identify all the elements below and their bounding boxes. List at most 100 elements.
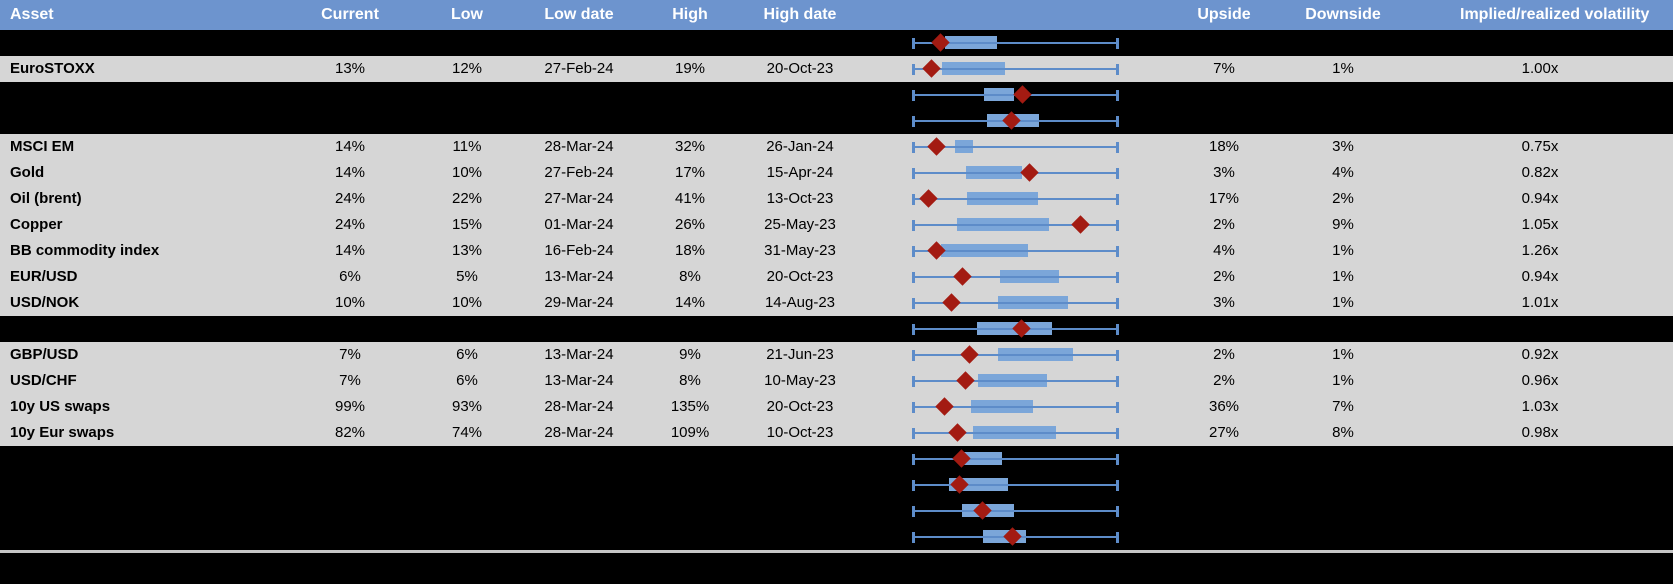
- high-date: 21-Jun-23: [766, 346, 834, 363]
- whisker-line: [913, 68, 1118, 70]
- table-row-bb-commodity-index: BB commodity index 14% 13% 16-Feb-24 18%…: [0, 238, 1673, 264]
- whisker-cap-max: [1116, 220, 1119, 231]
- hidden-row: [0, 316, 1673, 342]
- downside-value: 1%: [1332, 268, 1354, 285]
- asset-label: GBP/USD: [10, 346, 79, 363]
- current-marker: [956, 371, 975, 390]
- table-row-10y-us-swaps: 10y US swaps 99% 93% 28-Mar-24 135% 20-O…: [0, 394, 1673, 420]
- current-value: 82%: [334, 424, 366, 441]
- whisker-cap-min: [912, 532, 915, 543]
- table-row-usd-chf: USD/CHF 7% 6% 13-Mar-24 8% 10-May-23 2% …: [0, 368, 1673, 394]
- downside-value: 9%: [1332, 216, 1354, 233]
- hidden-row: [0, 446, 1673, 472]
- upside-value: 2%: [1213, 216, 1235, 233]
- boxplot: [0, 472, 1673, 498]
- asset-label: EUR/USD: [10, 268, 78, 285]
- upside-value: 3%: [1213, 164, 1235, 181]
- low-date: 13-Mar-24: [544, 346, 614, 363]
- downside-value: 3%: [1332, 138, 1354, 155]
- boxplot: [0, 498, 1673, 524]
- hidden-row: [0, 472, 1673, 498]
- high-value: 17%: [674, 164, 706, 181]
- high-date: 13-Oct-23: [766, 190, 834, 207]
- boxplot: [0, 394, 1673, 420]
- low-value: 11%: [452, 138, 482, 155]
- low-date: 28-Mar-24: [544, 138, 614, 155]
- low-value: 6%: [456, 346, 478, 363]
- implied-realized-value: 0.94x: [1521, 268, 1559, 285]
- boxplot: [0, 446, 1673, 472]
- current-value: 10%: [334, 294, 366, 311]
- implied-realized-value: 0.92x: [1521, 346, 1559, 363]
- boxplot: [0, 134, 1673, 160]
- whisker-line: [913, 250, 1118, 252]
- boxplot: [0, 342, 1673, 368]
- table-row-copper: Copper 24% 15% 01-Mar-24 26% 25-May-23 2…: [0, 212, 1673, 238]
- table-row-oil-brent: Oil (brent) 24% 22% 27-Mar-24 41% 13-Oct…: [0, 186, 1673, 212]
- boxplot: [0, 524, 1673, 550]
- asset-label: BB commodity index: [10, 242, 160, 259]
- low-date: 01-Mar-24: [544, 216, 614, 233]
- asset-label: Oil (brent): [10, 190, 82, 207]
- current-marker: [1071, 215, 1090, 234]
- boxplot: [0, 186, 1673, 212]
- high-value: 41%: [674, 190, 706, 207]
- asset-label: MSCI EM: [10, 138, 75, 155]
- low-date: 27-Mar-24: [544, 190, 614, 207]
- whisker-cap-min: [912, 194, 915, 205]
- whisker-cap-max: [1116, 350, 1119, 361]
- current-value: 24%: [334, 190, 366, 207]
- high-date: 20-Oct-23: [766, 60, 834, 77]
- whisker-cap-max: [1116, 402, 1119, 413]
- asset-label: 10y US swaps: [10, 398, 111, 415]
- whisker-cap-min: [912, 168, 915, 179]
- table-row-eur-usd: EUR/USD 6% 5% 13-Mar-24 8% 20-Oct-23 2% …: [0, 264, 1673, 290]
- current-marker: [960, 345, 979, 364]
- current-value: 6%: [339, 268, 361, 285]
- high-date: 10-Oct-23: [766, 424, 834, 441]
- table-header: Asset Current Low Low date High High dat…: [0, 0, 1673, 30]
- whisker-line: [913, 276, 1118, 278]
- current-value: 14%: [334, 164, 366, 181]
- whisker-cap-max: [1116, 428, 1119, 439]
- hidden-row: [0, 108, 1673, 134]
- whisker-cap-max: [1116, 324, 1119, 335]
- whisker-cap-min: [912, 428, 915, 439]
- low-date: 13-Mar-24: [544, 372, 614, 389]
- current-marker: [1013, 85, 1032, 104]
- whisker-line: [913, 172, 1118, 174]
- boxplot: [0, 290, 1673, 316]
- low-date: 29-Mar-24: [544, 294, 614, 311]
- whisker-line: [913, 380, 1118, 382]
- low-value: 74%: [451, 424, 483, 441]
- whisker-cap-min: [912, 350, 915, 361]
- upside-value: 2%: [1213, 372, 1235, 389]
- boxplot: [0, 108, 1673, 134]
- whisker-line: [913, 224, 1118, 226]
- boxplot: [0, 82, 1673, 108]
- hidden-row: [0, 82, 1673, 108]
- implied-realized-value: 1.26x: [1521, 242, 1559, 259]
- asset-label: 10y Eur swaps: [10, 424, 115, 441]
- whisker-line: [913, 354, 1118, 356]
- high-date: 15-Apr-24: [766, 164, 834, 181]
- whisker-cap-min: [912, 142, 915, 153]
- bottom-divider: [0, 550, 1673, 553]
- high-value: 14%: [674, 294, 706, 311]
- whisker-cap-max: [1116, 454, 1119, 465]
- low-value: 6%: [456, 372, 478, 389]
- column-header-asset: Asset: [10, 6, 54, 23]
- whisker-cap-min: [912, 38, 915, 49]
- whisker-cap-min: [912, 506, 915, 517]
- upside-value: 4%: [1213, 242, 1235, 259]
- implied-realized-value: 0.94x: [1521, 190, 1559, 207]
- current-marker: [1020, 163, 1039, 182]
- whisker-cap-min: [912, 402, 915, 413]
- implied-realized-value: 1.01x: [1521, 294, 1559, 311]
- high-value: 9%: [679, 346, 701, 363]
- high-date: 31-May-23: [764, 242, 836, 259]
- implied-realized-value: 0.96x: [1521, 372, 1559, 389]
- implied-realized-value: 0.82x: [1521, 164, 1559, 181]
- low-value: 12%: [451, 60, 483, 77]
- whisker-cap-max: [1116, 168, 1119, 179]
